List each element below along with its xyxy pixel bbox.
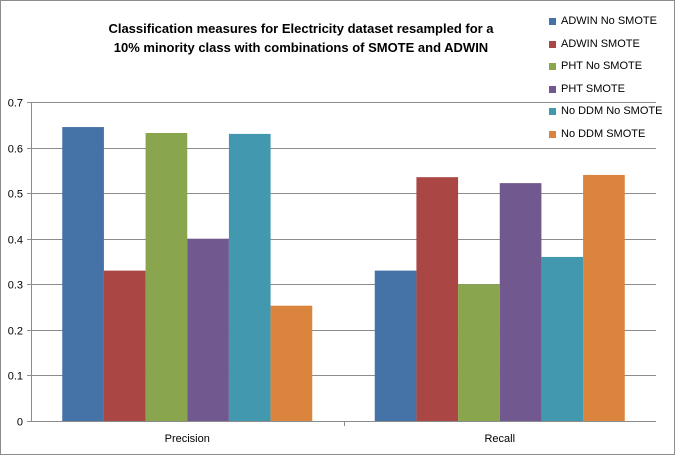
y-tick-label: 0.6 — [8, 144, 23, 156]
bar — [499, 183, 542, 421]
bar — [228, 133, 271, 421]
y-tick-label: 0.3 — [8, 280, 23, 292]
chart-title: Classification measures for Electricity … — [81, 19, 521, 57]
x-tick-label: Precision — [165, 433, 210, 445]
legend-label: ADWIN SMOTE — [561, 37, 640, 50]
legend-swatch — [549, 85, 556, 93]
y-tick-label: 0.1 — [8, 371, 23, 383]
legend-swatch — [549, 63, 556, 70]
y-tick-label: 0.2 — [8, 326, 23, 338]
bar — [458, 284, 500, 421]
x-tick-label: Recall — [484, 433, 515, 445]
legend-swatch — [549, 130, 556, 138]
y-tick-label: 0.4 — [8, 235, 23, 247]
bar — [62, 127, 104, 421]
bar — [270, 305, 313, 421]
y-tick-label: 0.5 — [8, 189, 23, 201]
bar — [541, 256, 584, 421]
legend-swatch — [549, 108, 556, 115]
chart-title-line-2: 10% minority class with combinations of … — [113, 40, 489, 55]
bar — [583, 174, 625, 421]
legend-label: PHT No SMOTE — [561, 60, 643, 72]
legend-label: PHT SMOTE — [561, 82, 625, 95]
bar — [374, 270, 417, 421]
legend-swatch — [549, 18, 556, 25]
legend-label: No DDM No SMOTE — [561, 105, 663, 117]
legend-label: No DDM SMOTE — [561, 127, 646, 140]
y-tick-label: 0 — [17, 417, 23, 429]
y-tick-label: 0.7 — [8, 98, 23, 110]
bar — [103, 270, 146, 421]
chart-title-line-1: Classification measures for Electricity … — [108, 21, 494, 36]
bar — [416, 177, 459, 421]
bar — [145, 132, 188, 422]
legend-swatch — [549, 40, 556, 48]
bar — [187, 238, 229, 421]
legend-label: ADWIN No SMOTE — [561, 15, 657, 27]
